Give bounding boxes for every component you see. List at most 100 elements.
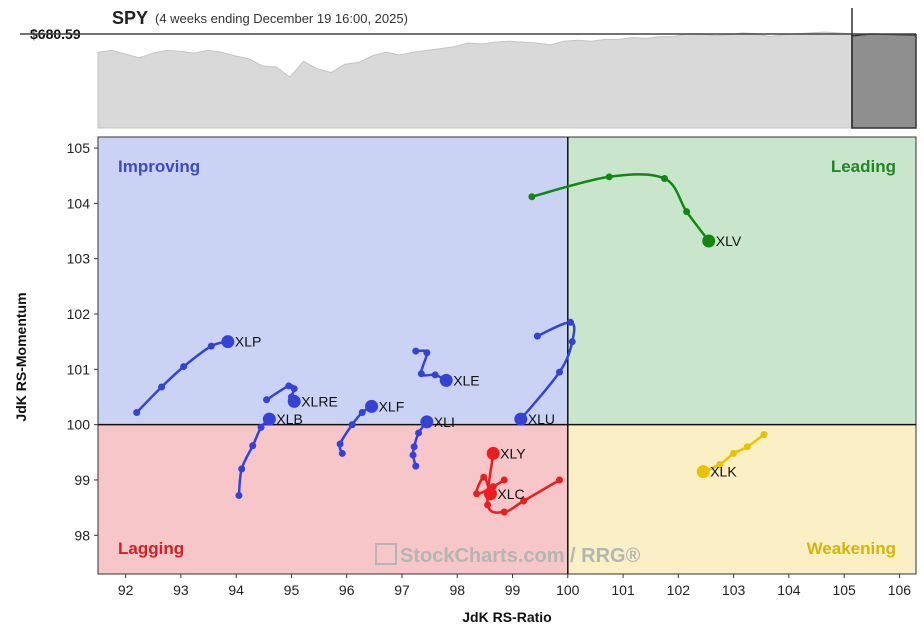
tail-point (567, 318, 575, 326)
tail-point (484, 501, 492, 509)
y-tick-label: 98 (74, 527, 90, 543)
tail-point (605, 173, 613, 181)
tail-point (730, 449, 738, 457)
tail-symbol-label: XLI (434, 414, 455, 430)
header: SPY (4 weeks ending December 19 16:00, 2… (30, 8, 408, 42)
tail-head-point[interactable] (483, 487, 497, 501)
plot-frame (97, 136, 917, 575)
x-tick-label: 96 (339, 582, 355, 598)
tail-point (409, 451, 417, 459)
tail-head-point[interactable] (420, 415, 434, 429)
quadrant-label-lagging: Lagging (118, 539, 184, 558)
tail-head-point[interactable] (702, 234, 716, 248)
tail-point (336, 440, 344, 448)
x-tick-label: 106 (888, 582, 912, 598)
tail-point (683, 208, 691, 216)
tail-point (410, 443, 418, 451)
tail-point (423, 349, 431, 357)
axes: 92 93 94 95 96 97 98 99 100 101 102 103 104 105 106 98 9… (67, 136, 917, 598)
tail-point (415, 429, 423, 437)
tail-xlb: XLB (235, 411, 303, 499)
quadrant-improving (98, 137, 568, 425)
y-tick-label: 105 (67, 140, 91, 156)
tail-xlc: XLC (473, 473, 525, 502)
tail-point (480, 473, 488, 481)
y-tick-label: 104 (67, 195, 91, 211)
tail-symbol-label: XLE (453, 372, 479, 388)
x-tick-label: 103 (722, 582, 746, 598)
tail-point (285, 382, 293, 390)
tail-symbol-label: XLC (497, 486, 524, 502)
tail-point (760, 431, 768, 439)
tail-point (412, 462, 420, 470)
tail-symbol-label: XLV (716, 233, 742, 249)
tail-symbol-label: XLP (235, 334, 261, 350)
header-symbol: SPY (112, 8, 148, 28)
tail-point (338, 449, 346, 457)
tail-head-point[interactable] (486, 446, 500, 460)
tail-point (290, 385, 298, 393)
tail-symbol-label: XLU (528, 411, 555, 427)
tail-head-point[interactable] (262, 412, 276, 426)
tail-point (568, 338, 576, 346)
quadrant-label-improving: Improving (118, 157, 200, 176)
tail-xlk: XLK (696, 431, 768, 480)
y-tick-label: 102 (67, 306, 91, 322)
tail-point (520, 497, 528, 505)
sparkline-area (97, 31, 853, 129)
watermark: StockCharts.com / RRG® (375, 543, 641, 567)
tail-xlf: XLF (336, 398, 405, 457)
tail-point (661, 174, 669, 182)
x-tick-label: 93 (173, 582, 189, 598)
tail-point (158, 383, 166, 391)
quadrant-leading (567, 137, 916, 425)
tail-symbol-label: XLK (710, 464, 737, 480)
tail-xly: XLY (484, 445, 564, 516)
tail-symbol-label: XLB (276, 411, 302, 427)
tail-point (500, 476, 508, 484)
x-tick-label: 95 (284, 582, 300, 598)
tail-point (263, 396, 271, 404)
tail-head-point[interactable] (365, 399, 379, 413)
tail-point (533, 332, 541, 340)
x-tick-label: 92 (118, 582, 134, 598)
tail-point (235, 491, 243, 499)
tail-xli: XLI (409, 414, 455, 470)
tail-point (716, 460, 724, 468)
tail-point (348, 421, 356, 429)
y-tick-label: 101 (67, 361, 91, 377)
tail-xle: XLE (412, 347, 480, 388)
y-tick-label: 99 (74, 472, 90, 488)
x-tick-label: 98 (449, 582, 465, 598)
tail-xlp: XLP (133, 334, 261, 416)
tail-point (358, 408, 366, 416)
x-tick-label: 97 (394, 582, 410, 598)
tail-head-point[interactable] (221, 335, 235, 349)
tail-head-point[interactable] (514, 412, 528, 426)
tail-symbol-label: XLF (379, 398, 405, 414)
x-axis-title: JdK RS-Ratio (462, 609, 551, 625)
tail-point (528, 193, 536, 201)
y-tick-label: 103 (67, 251, 91, 267)
tail-head-point[interactable] (696, 465, 710, 479)
quadrant-label-leading: Leading (831, 157, 896, 176)
tail-point (556, 476, 564, 484)
tail-symbol-label: XLY (500, 445, 526, 461)
tail-point (207, 342, 215, 350)
x-tick-label: 99 (505, 582, 521, 598)
tail-xlv: XLV (528, 173, 742, 249)
tail-symbol-label: XLRE (301, 393, 338, 409)
watermark-text: StockCharts.com / RRG® (400, 545, 641, 567)
benchmark-sparkline (20, 8, 917, 129)
tail-point (249, 442, 257, 450)
tail-head-point[interactable] (287, 394, 301, 408)
tail-head-point[interactable] (439, 373, 453, 387)
x-tick-label: 101 (611, 582, 635, 598)
tail-point (257, 423, 265, 431)
tail-point (133, 408, 141, 416)
y-tick-label: 100 (67, 417, 91, 433)
tail-point (556, 368, 564, 376)
y-axis-title: JdK RS-Momentum (13, 292, 29, 421)
